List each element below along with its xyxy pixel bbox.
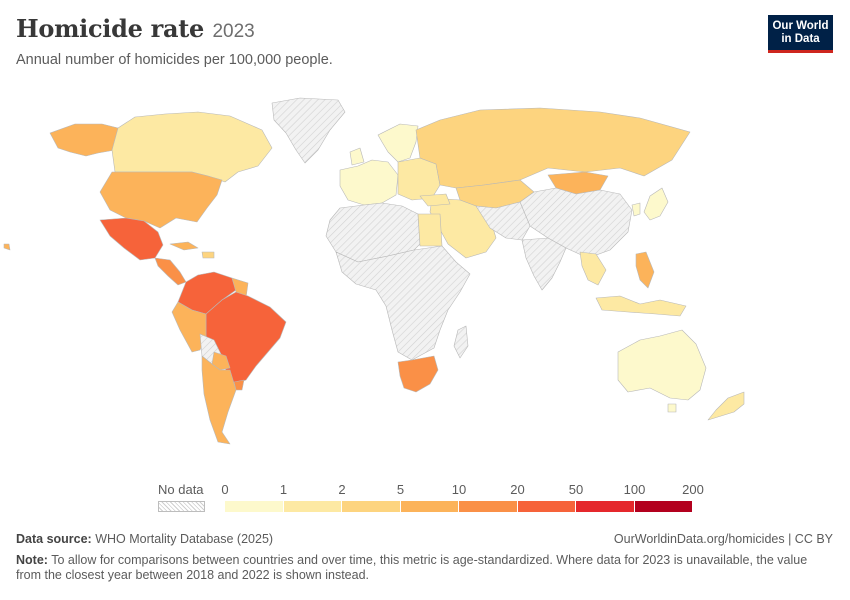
legend-bin[interactable]	[576, 501, 635, 512]
region-caribbean[interactable]	[169, 241, 199, 251]
region-india[interactable]	[521, 237, 567, 291]
logo-accent-bar	[768, 50, 833, 53]
region-indonesia[interactable]	[595, 295, 687, 317]
legend-bin[interactable]	[225, 501, 284, 512]
legend-bin[interactable]	[517, 501, 576, 512]
legend-tick-label: 100	[623, 482, 646, 497]
region-russia[interactable]	[415, 107, 691, 189]
world-map[interactable]	[0, 90, 850, 470]
region-usa[interactable]	[99, 171, 223, 229]
legend-bin[interactable]	[342, 501, 401, 512]
footer-link[interactable]: OurWorldinData.org/homicides | CC BY	[613, 532, 833, 546]
region-scandinavia[interactable]	[377, 123, 419, 163]
legend-tick-label: 10	[451, 482, 467, 497]
source-text: WHO Mortality Database (2025)	[95, 532, 274, 546]
region-western-europe[interactable]	[339, 159, 399, 206]
region-eastern-europe[interactable]	[397, 157, 441, 201]
region-uk[interactable]	[349, 147, 365, 166]
region-hawaii[interactable]	[3, 243, 11, 251]
region-canada[interactable]	[111, 111, 273, 183]
note-text: To allow for comparisons between countri…	[16, 553, 808, 582]
chart-title-row: Homicide rate 2023	[16, 14, 255, 43]
region-greenland[interactable]	[271, 97, 346, 164]
region-se-asia[interactable]	[579, 251, 607, 286]
legend-bin[interactable]	[459, 501, 518, 512]
legend-tick-label: 5	[396, 482, 405, 497]
region-philippines[interactable]	[635, 251, 655, 289]
legend-bin[interactable]	[634, 501, 693, 512]
legend-nodata-swatch[interactable]	[158, 501, 205, 512]
logo-line-2: in Data	[781, 33, 820, 45]
region-iran-pakistan[interactable]	[475, 201, 531, 241]
region-alaska[interactable]	[49, 123, 119, 157]
legend-tick-label: 1	[279, 482, 288, 497]
legend-bin[interactable]	[400, 501, 459, 512]
note-label: Note:	[16, 553, 48, 567]
footer-note: Note: To allow for comparisons between c…	[16, 553, 816, 583]
legend-tick-label: 200	[682, 482, 704, 497]
chart-year: 2023	[212, 21, 255, 42]
region-paraguay[interactable]	[211, 351, 231, 371]
legend: No data 0 1 2 5 10 20 50 100 200	[0, 480, 850, 516]
region-tasmania[interactable]	[667, 403, 677, 413]
logo-line-1: Our World	[772, 20, 829, 32]
source-label: Data source:	[16, 532, 92, 546]
legend-nodata-label: No data	[158, 482, 204, 497]
chart-subtitle: Annual number of homicides per 100,000 p…	[16, 52, 333, 68]
region-hispaniola[interactable]	[201, 251, 215, 259]
legend-tick-label: 50	[568, 482, 584, 497]
footer-source: Data source: WHO Mortality Database (202…	[16, 532, 273, 546]
region-australia[interactable]	[617, 329, 707, 401]
region-south-africa[interactable]	[397, 355, 439, 393]
region-egypt[interactable]	[417, 213, 443, 247]
region-peru[interactable]	[171, 301, 207, 353]
region-central-america[interactable]	[154, 257, 187, 286]
legend-tick-label: 0	[221, 482, 229, 497]
region-new-zealand[interactable]	[707, 391, 745, 421]
legend-tick-label: 20	[510, 482, 525, 497]
region-turkey[interactable]	[419, 193, 451, 207]
legend-bin[interactable]	[283, 501, 342, 512]
region-japan[interactable]	[643, 187, 669, 221]
legend-tick-label: 2	[338, 482, 346, 497]
region-korea[interactable]	[631, 202, 641, 217]
region-mexico[interactable]	[99, 217, 164, 261]
owid-logo[interactable]: Our World in Data	[768, 15, 833, 53]
region-sub-saharan-africa[interactable]	[335, 245, 471, 361]
region-argentina-chile[interactable]	[201, 355, 237, 445]
region-madagascar[interactable]	[453, 325, 469, 359]
chart-title: Homicide rate	[16, 14, 204, 43]
